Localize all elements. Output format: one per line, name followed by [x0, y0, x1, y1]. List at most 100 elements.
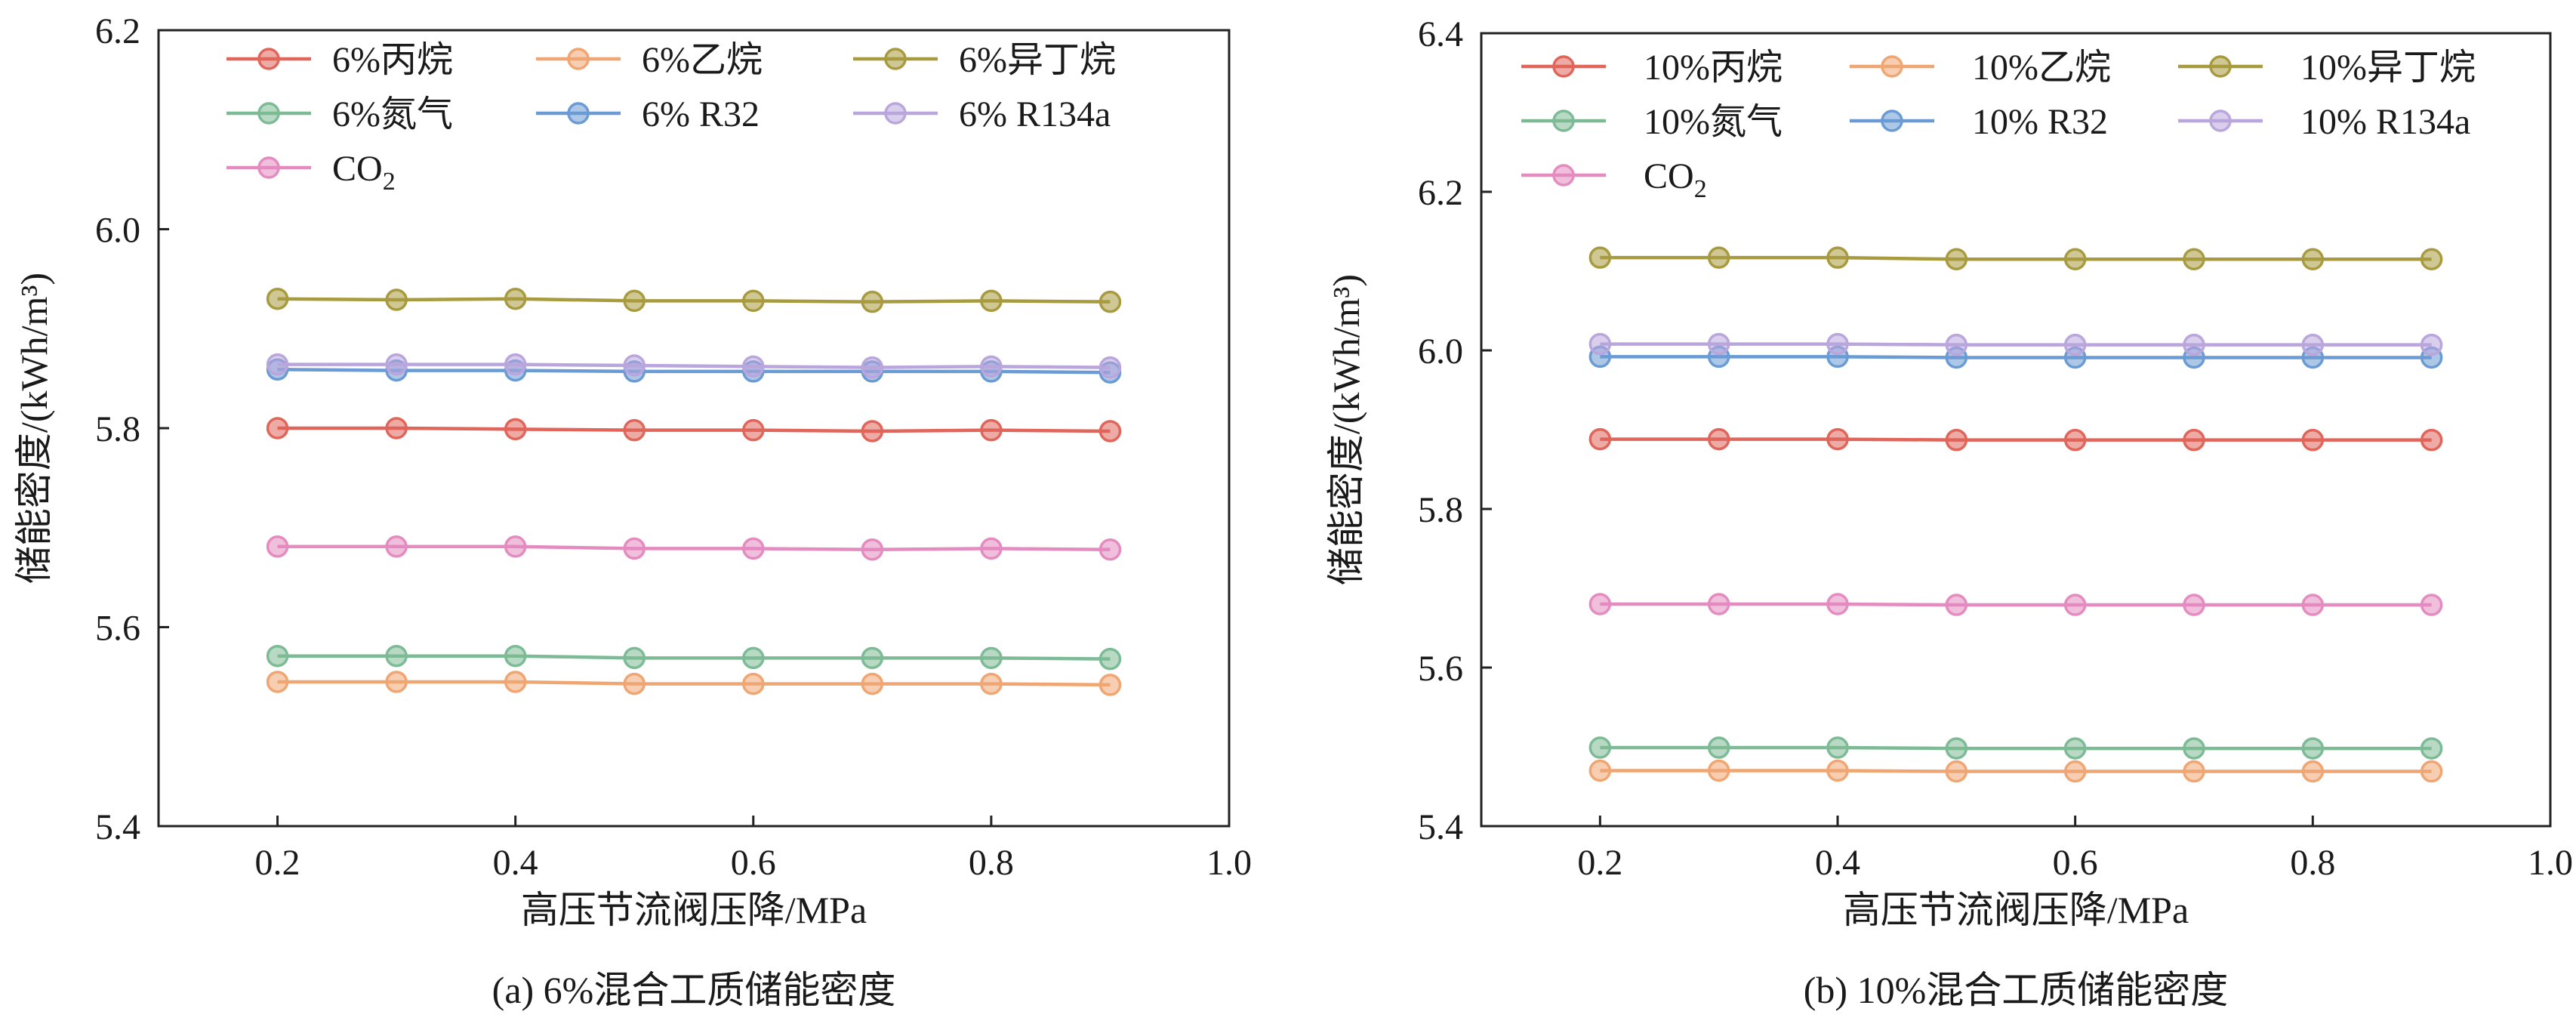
- data-point: [2301, 737, 2325, 760]
- series-line: [277, 426, 1111, 433]
- x-tick-label-b: 0.6: [2053, 843, 2098, 883]
- series-line: [277, 297, 1111, 304]
- panel-caption-b: (b) 10%混合工质储能密度: [1804, 969, 2228, 1011]
- data-point: [2420, 594, 2443, 616]
- data-point: [2183, 428, 2205, 452]
- series-line: [1600, 255, 2432, 261]
- data-point: [980, 672, 1003, 695]
- legend-label: 10%氮气: [1644, 102, 1783, 142]
- data-point: [2420, 737, 2443, 760]
- series-line: [277, 362, 1111, 369]
- y-tick-label-b: 6.2: [1418, 173, 1463, 213]
- data-point: [980, 646, 1003, 670]
- legend-marker: [567, 48, 590, 70]
- legend-marker: [884, 48, 907, 70]
- data-point: [1098, 356, 1122, 379]
- data-point: [980, 289, 1003, 313]
- data-point: [1945, 594, 1968, 616]
- legend-b: 10%丙烷 10%乙烷 10%异丁烷 10%氮气 10% R32 10% R134a CO2: [1521, 48, 2476, 203]
- data-point: [861, 420, 884, 443]
- legend-marker: [257, 48, 280, 70]
- data-point: [1945, 248, 1968, 270]
- data-point: [1826, 427, 1849, 451]
- legend-marker: [1552, 164, 1575, 187]
- series-line: [277, 368, 1111, 375]
- series-b-0: [1588, 427, 2443, 452]
- data-point: [2063, 428, 2087, 452]
- legend-item: 6%乙烷: [536, 40, 763, 80]
- data-point: [861, 290, 884, 313]
- x-tick-label-a: 0.2: [255, 843, 300, 883]
- data-point: [1826, 246, 1849, 269]
- legend-marker: [1881, 109, 1903, 132]
- series-line: [1600, 437, 2432, 442]
- y-tick-label-b: 5.8: [1418, 490, 1463, 530]
- data-point: [1707, 332, 1730, 356]
- data-point: [2063, 248, 2087, 270]
- x-tick-label-a: 1.0: [1206, 843, 1252, 883]
- data-point: [1826, 332, 1849, 356]
- data-point: [1588, 759, 1612, 782]
- y-axis-label-b: 储能密度/(kWh/m³): [1325, 274, 1367, 585]
- legend-item: CO2: [226, 149, 396, 196]
- data-point: [623, 672, 646, 695]
- series-a-3: [266, 644, 1122, 671]
- data-point: [861, 356, 884, 379]
- series-b-3: [1588, 736, 2443, 760]
- data-point: [980, 537, 1003, 560]
- legend-marker: [1552, 109, 1575, 132]
- series-a-5: [266, 353, 1122, 379]
- data-point: [2063, 333, 2087, 356]
- data-point: [861, 538, 884, 561]
- legend-item: 10% R134a: [2178, 102, 2470, 142]
- legend-item: 10%乙烷: [1850, 48, 2111, 88]
- data-point: [1707, 427, 1730, 451]
- data-point: [861, 646, 884, 670]
- data-point: [2420, 333, 2443, 356]
- legend-label: 10% R134a: [2300, 102, 2470, 142]
- series-line: [1600, 355, 2432, 359]
- data-point: [742, 646, 765, 670]
- x-tick-label-b: 0.4: [1815, 843, 1860, 883]
- data-point: [742, 537, 765, 560]
- data-point: [1588, 736, 1612, 759]
- legend-marker: [2209, 109, 2232, 132]
- series-line: [1600, 342, 2432, 347]
- legend-item: 10%异丁烷: [2178, 48, 2476, 88]
- data-point: [2063, 594, 2087, 616]
- series-b-1: [1588, 759, 2443, 783]
- legend-item: 6%丙烷: [226, 40, 453, 80]
- data-point: [2063, 737, 2087, 760]
- x-axis-label-a: 高压节流阀压降/MPa: [521, 889, 867, 931]
- legend-item: 6% R32: [536, 94, 760, 134]
- data-point: [980, 355, 1003, 378]
- series-a-0: [266, 417, 1122, 443]
- data-point: [742, 289, 765, 313]
- y-tick-label-b: 6.4: [1418, 14, 1463, 54]
- data-point: [742, 418, 765, 442]
- legend-label: CO2: [332, 149, 396, 196]
- data-point: [2420, 428, 2443, 452]
- y-tick-label-a: 6.0: [95, 211, 140, 251]
- data-point: [623, 537, 646, 560]
- data-point: [266, 671, 289, 693]
- data-point: [266, 644, 289, 668]
- data-point: [385, 535, 408, 558]
- y-tick-label-a: 5.6: [95, 609, 140, 649]
- legend-label: 10%乙烷: [1972, 48, 2111, 88]
- data-point: [385, 417, 408, 439]
- data-point: [2183, 760, 2205, 783]
- data-point: [1826, 593, 1849, 615]
- data-point: [385, 644, 408, 668]
- legend-label: 6%氮气: [332, 94, 453, 134]
- data-point: [1588, 427, 1612, 451]
- data-point: [1945, 428, 1968, 452]
- x-axis-label-b: 高压节流阀压降/MPa: [1843, 889, 2189, 931]
- data-point: [1098, 674, 1122, 696]
- x-tick-label-a: 0.4: [493, 843, 538, 883]
- legend-item: 10% R32: [1850, 102, 2108, 142]
- legend-marker: [257, 102, 280, 125]
- data-point: [1826, 759, 1849, 782]
- data-point: [1098, 290, 1122, 313]
